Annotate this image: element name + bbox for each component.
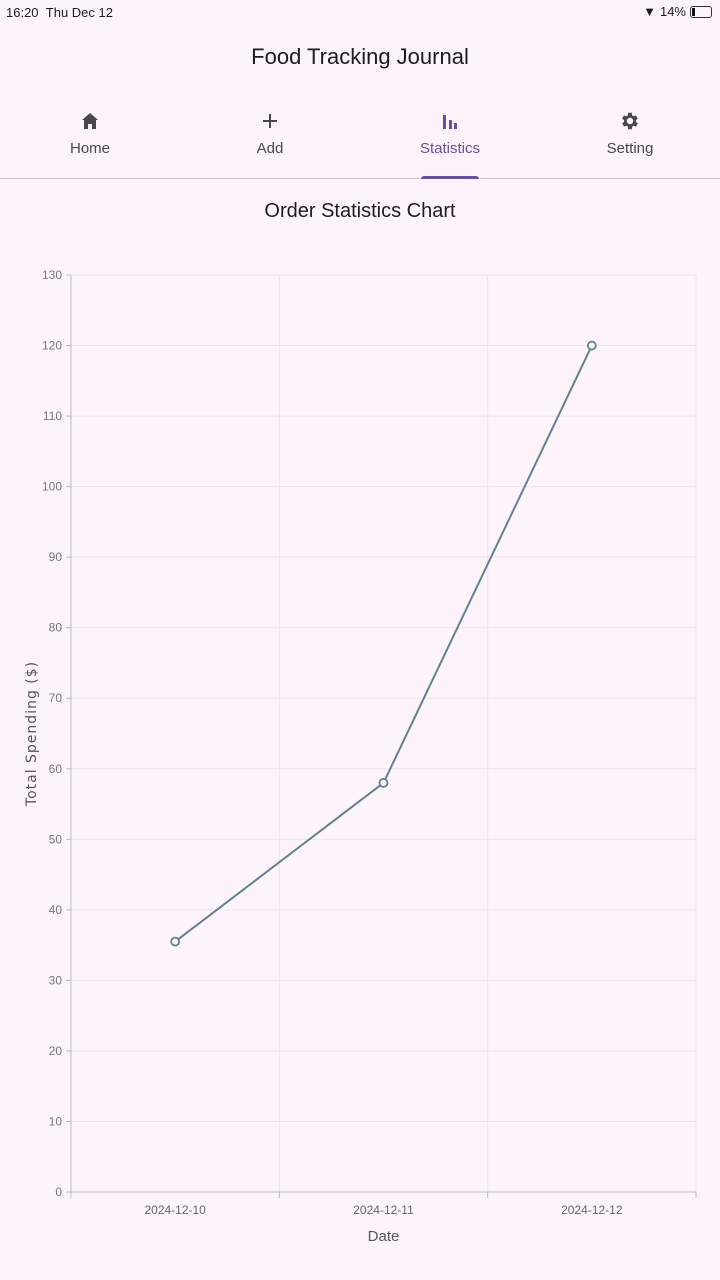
y-tick-label: 40 [49,903,63,917]
bar-chart-icon [360,108,540,134]
battery-percent: 14% [659,4,686,19]
y-tick-label: 130 [42,268,62,282]
tab-label: Home [69,140,110,157]
y-tick-label: 120 [42,339,62,353]
gear-icon [540,108,720,134]
y-tick-label: 60 [49,762,63,776]
y-tick-label: 0 [55,1185,62,1199]
tab-home[interactable]: Home [0,100,180,178]
y-tick-label: 30 [49,973,63,987]
wifi-icon: ▼ [643,4,656,19]
y-tick-label: 70 [49,691,63,705]
x-axis-label: Date [368,1228,400,1245]
y-tick-label: 20 [49,1044,63,1058]
data-point [378,777,389,788]
y-tick-label: 10 [49,1114,63,1128]
home-icon [0,108,180,134]
tab-statistics[interactable]: Statistics [360,100,540,179]
battery-icon [690,5,712,18]
status-bar: 16:20 Thu Dec 12 ▼ 14% [0,0,720,24]
tab-label: Setting [606,140,654,157]
y-tick-label: 50 [49,832,63,846]
x-tick-label: 2024-12-12 [561,1203,623,1217]
status-time: 16:20 [6,5,39,20]
y-tick-label: 100 [42,480,62,494]
tab-label: Add [256,140,284,157]
x-tick-label: 2024-12-10 [144,1203,206,1217]
y-tick-label: 80 [49,621,63,635]
line-chart: 0 10 20 30 40 50 60 70 80 90 100 110 120 130 2024-12-1… [24,268,697,1245]
x-tick-label: 2024-12-11 [353,1203,414,1217]
y-tick-label: 110 [43,409,62,423]
series-line [174,345,593,943]
status-date: Thu Dec 12 [45,5,113,20]
chart-title: Order Statistics Chart [264,200,456,222]
y-axis-label: Total Spending ($) [24,661,40,807]
tab-setting[interactable]: Setting [540,100,720,178]
y-tick-label: 90 [49,550,63,564]
data-point [170,936,181,947]
tab-bar: Home Add Statistics Setting [0,100,720,179]
tab-label: Statistics [419,140,480,157]
tab-add[interactable]: Add [180,100,360,178]
plus-icon [180,108,360,134]
app-title: Food Tracking Journal [251,44,469,69]
data-point [586,340,597,351]
